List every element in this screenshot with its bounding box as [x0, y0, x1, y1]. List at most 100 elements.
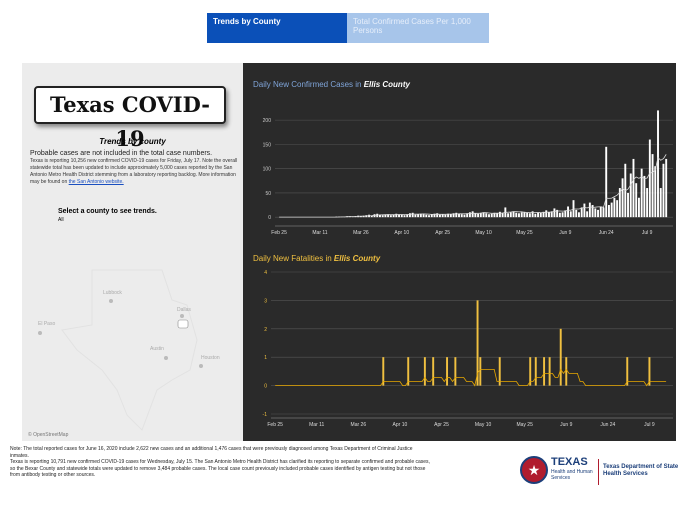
cases-bar	[452, 213, 455, 218]
cases-chart[interactable]: 0 50 100 150 200 Feb 25 Mar 11 Mar 26 Apr 10 Apr …	[243, 92, 676, 244]
cases-bar	[359, 216, 362, 218]
cases-bar	[659, 188, 662, 218]
cases-bar	[496, 213, 499, 218]
cases-y-tick-label: 150	[263, 142, 272, 148]
left-panel	[22, 63, 243, 441]
cases-bar	[520, 212, 523, 218]
fatalities-bar	[543, 357, 546, 386]
fatalities-y-tick-label: 4	[264, 270, 267, 276]
fatalities-x-tick-label: Apr 10	[393, 422, 408, 428]
cases-bar	[542, 211, 545, 218]
cases-bar	[471, 211, 474, 218]
fatalities-y-tick-label: -1	[263, 412, 268, 418]
cases-bar	[588, 202, 591, 218]
fatalities-bar	[498, 357, 501, 386]
county-select[interactable]: All	[58, 217, 64, 223]
brand-hhs: Health and Human Services	[551, 469, 593, 481]
cases-bar	[583, 203, 586, 218]
fatalities-title-prefix: Daily New Fatalities in	[253, 254, 334, 263]
cases-bar	[646, 188, 649, 218]
tab-trends-by-county[interactable]: Trends by County	[207, 13, 347, 43]
brand-dshs: Texas Department of State Health Service…	[603, 464, 679, 477]
cases-bar	[381, 215, 384, 218]
cases-bar	[406, 214, 409, 218]
fatalities-bar	[423, 357, 426, 386]
cases-bar	[370, 215, 373, 218]
fatalities-bar	[529, 357, 532, 386]
fatalities-chart[interactable]: -1 0 1 2 3 4 Feb 25 Mar 11 Mar 26 Apr 10 Apr 25 May…	[243, 264, 676, 434]
map-dot-el-paso	[38, 331, 42, 335]
cases-bar	[441, 214, 444, 218]
cases-bar	[474, 213, 477, 218]
cases-bar	[488, 214, 490, 218]
cases-bar	[528, 213, 531, 218]
cases-bar	[564, 210, 567, 218]
cases-bar	[468, 212, 471, 218]
fatalities-bar	[407, 357, 410, 386]
trends-heading: Trends by county	[99, 137, 166, 146]
cases-bar	[629, 173, 632, 218]
fatalities-y-tick-label: 1	[264, 355, 267, 361]
map-city-el-paso: El Paso	[38, 321, 56, 327]
cases-bar	[449, 214, 452, 218]
map-dot-lubbock	[109, 299, 113, 303]
san-antonio-link[interactable]: the San Antonio website.	[68, 179, 124, 185]
cases-bar	[567, 206, 570, 218]
cases-bar	[553, 208, 556, 218]
cases-bar	[417, 214, 420, 218]
cases-bar	[662, 163, 665, 218]
cases-bar	[509, 212, 512, 218]
cases-bar	[597, 209, 599, 218]
map-city-dallas: Dallas	[177, 307, 191, 313]
texas-covid-logo: Texas COVID-19	[34, 86, 226, 151]
cases-bar	[531, 211, 534, 218]
map-dot-houston	[199, 364, 203, 368]
cases-bar	[618, 188, 621, 218]
cases-x-tick-label: Mar 26	[353, 230, 369, 236]
cases-bar	[594, 208, 597, 218]
brand-divider	[598, 459, 599, 485]
fatalities-bar	[565, 357, 568, 386]
cases-bar	[537, 212, 540, 218]
cases-bar	[607, 205, 610, 218]
cases-bar	[569, 211, 572, 218]
texas-map[interactable]	[22, 230, 243, 441]
footer-notes: Note: The total reported cases for June …	[10, 446, 430, 479]
tab-cases-per-1000[interactable]: Total Confirmed Cases Per 1,000 Persons	[347, 13, 489, 43]
cases-bar	[414, 214, 417, 218]
probable-cases-note: Probable cases are not included in the t…	[30, 150, 213, 157]
cases-bar	[632, 158, 635, 218]
cases-x-tick-label: May 10	[475, 230, 492, 236]
cases-title-county: Ellis County	[363, 80, 410, 89]
cases-bar	[586, 211, 589, 218]
cases-bar	[591, 205, 594, 218]
cases-bar	[548, 212, 550, 218]
fatalities-x-tick-label: Jul 9	[644, 422, 655, 428]
fatalities-x-tick-label: Feb 25	[267, 422, 283, 428]
cases-bar	[512, 211, 515, 218]
cases-bar	[501, 212, 504, 218]
fatalities-bar	[559, 328, 562, 386]
cases-bar	[523, 211, 526, 218]
cases-average-line	[279, 154, 667, 218]
footer-note-1: Note: The total reported cases for June …	[10, 446, 413, 459]
ellis-county-highlight[interactable]	[177, 319, 189, 329]
fatalities-y-tick-label: 3	[264, 298, 267, 304]
map-credit: © OpenStreetMap	[28, 432, 69, 438]
fatalities-x-tick-label: Mar 26	[351, 422, 367, 428]
fatalities-x-tick-label: Apr 25	[434, 422, 449, 428]
cases-x-tick-label: Jun 9	[559, 230, 571, 236]
fatalities-average-line	[275, 368, 667, 387]
cases-bar	[485, 213, 488, 218]
cases-bar	[621, 178, 624, 218]
cases-bar	[515, 212, 518, 218]
cases-bar	[605, 146, 608, 218]
cases-y-tick-label: 100	[263, 167, 272, 173]
cases-bar	[599, 206, 602, 218]
fatalities-y-tick-label: 2	[264, 327, 267, 333]
cases-bar	[558, 212, 561, 218]
cases-x-tick-label: Apr 10	[394, 230, 409, 236]
cases-bar	[577, 212, 580, 218]
cases-bar	[436, 213, 439, 218]
cases-bar	[637, 197, 640, 218]
